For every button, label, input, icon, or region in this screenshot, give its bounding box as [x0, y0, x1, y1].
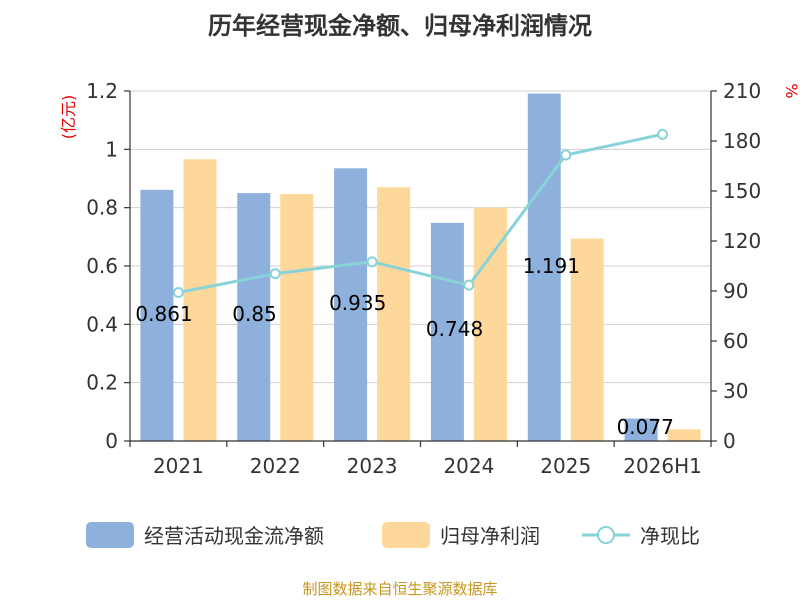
- bar-operating-cash-flow: [334, 168, 368, 441]
- right-axis-tick-label: 90: [723, 279, 748, 303]
- ratio-line: [172, 128, 669, 298]
- legend-label-operating-cash-flow: 经营活动现金流净额: [144, 524, 324, 548]
- x-axis-tick-label: 2024: [443, 454, 494, 478]
- axes: 0 0.2 0.4 0.6 0.8 1 1.2 0 30 60 90 120 150 180 210 2021…: [86, 79, 761, 478]
- data-label: 0.861: [135, 302, 192, 326]
- left-axis-tick-label: 1: [105, 137, 118, 161]
- right-axis-tick-label: 150: [723, 179, 761, 203]
- ratio-point: [172, 287, 184, 298]
- bar-net-profit: [570, 238, 604, 441]
- left-axis-tick-label: 0.4: [86, 312, 118, 336]
- right-axis-tick-label: 120: [723, 229, 761, 253]
- data-label: 0.85: [232, 302, 277, 326]
- legend-swatch-operating-cash-flow: [86, 522, 134, 548]
- data-label: 0.935: [329, 291, 386, 315]
- right-axis-tick-label: 0: [723, 429, 736, 453]
- ratio-series-line: [178, 132, 663, 294]
- legend: 经营活动现金流净额 归母净利润 净现比: [86, 522, 700, 548]
- ratio-point: [269, 268, 281, 280]
- bar-operating-cash-flow: [527, 93, 561, 441]
- x-axis-tick-label: 2026H1: [623, 454, 702, 478]
- ratio-point: [560, 149, 572, 161]
- left-axis-tick-label: 0.2: [86, 371, 118, 395]
- bar-net-profit: [473, 207, 507, 441]
- chart-title: 历年经营现金净额、归母净利润情况: [208, 12, 592, 40]
- right-axis-tick-label: 180: [723, 129, 761, 153]
- ratio-point: [366, 256, 378, 268]
- data-label: 0.077: [617, 415, 674, 439]
- x-axis-tick-label: 2023: [347, 454, 398, 478]
- right-axis-unit: %: [782, 83, 800, 98]
- source-note: 制图数据来自恒生聚源数据库: [302, 580, 497, 598]
- left-axis-tick-label: 1.2: [86, 79, 118, 103]
- grid-lines: [130, 90, 711, 384]
- data-labels: 0.861 0.85 0.935 0.748 1.191 0.077: [135, 254, 673, 439]
- left-axis-tick-label: 0: [105, 429, 118, 453]
- bar-net-profit: [183, 159, 217, 441]
- data-label: 1.191: [523, 254, 580, 278]
- legend-label-net-profit: 归母净利润: [440, 524, 540, 548]
- data-label: 0.748: [426, 317, 483, 341]
- bar-operating-cash-flow: [237, 193, 271, 441]
- x-axis-tick-label: 2025: [540, 454, 591, 478]
- x-axis-tick-label: 2022: [250, 454, 301, 478]
- legend-swatch-net-profit: [382, 522, 430, 548]
- bar-net-profit: [377, 187, 411, 441]
- legend-label-ratio: 净现比: [640, 524, 700, 548]
- bar-net-profit: [667, 429, 701, 441]
- bar-operating-cash-flow: [140, 189, 174, 441]
- legend-swatch-ratio-marker: [597, 526, 615, 544]
- left-axis-unit: (亿元): [59, 95, 78, 140]
- left-axis-tick-label: 0.8: [86, 196, 118, 220]
- bars: [140, 93, 701, 441]
- x-axis-tick-label: 2021: [153, 454, 204, 478]
- right-axis-tick-label: 60: [723, 329, 748, 353]
- ratio-point: [657, 128, 669, 140]
- right-axis-tick-label: 30: [723, 379, 748, 403]
- bar-operating-cash-flow: [624, 418, 658, 441]
- left-axis-tick-label: 0.6: [86, 254, 118, 278]
- bar-net-profit: [280, 193, 314, 441]
- bar-operating-cash-flow: [430, 222, 464, 441]
- right-axis-tick-label: 210: [723, 79, 761, 103]
- ratio-point: [463, 279, 475, 291]
